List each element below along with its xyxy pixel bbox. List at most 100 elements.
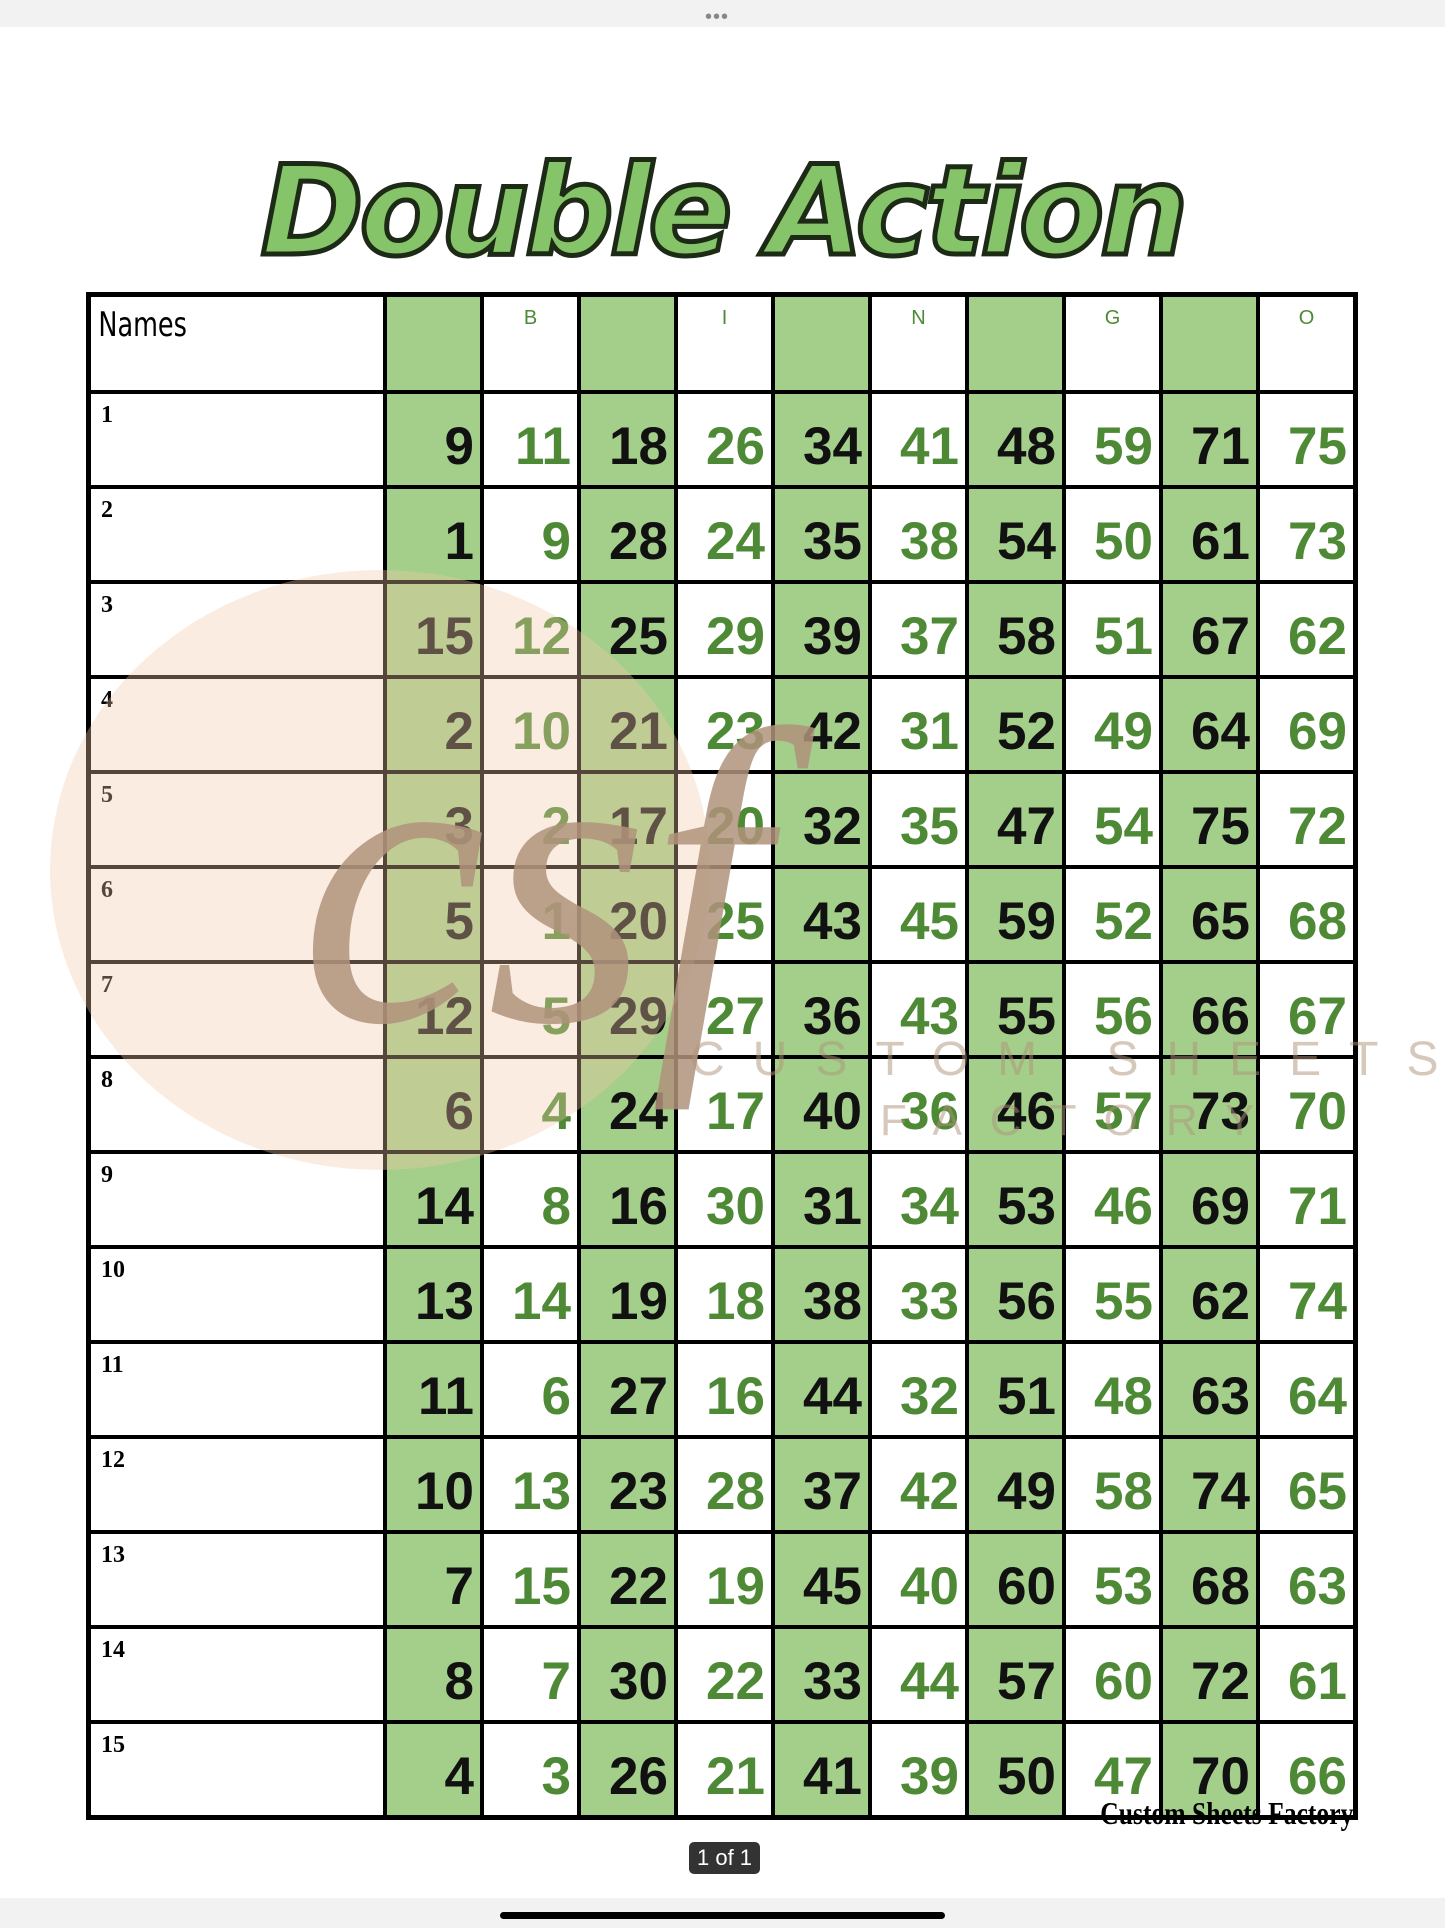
number-cell: 19 [577,1245,678,1344]
number-cell: 15 [383,580,484,679]
number-cell: 12 [383,960,484,1059]
number-cell: 14 [383,1150,484,1249]
number-cell: 4 [383,1720,484,1820]
number-cell: 61 [1159,485,1260,584]
number-cell: 7 [480,1625,581,1724]
home-indicator[interactable] [500,1912,945,1919]
number-cell: 27 [674,960,775,1059]
number-cell: 29 [674,580,775,679]
number-cell: 45 [771,1530,872,1629]
number-cell: 75 [1159,770,1260,869]
number-cell: 28 [674,1435,775,1534]
number-cell: 32 [868,1340,969,1439]
number-cell: 18 [674,1245,775,1344]
number-cell: 59 [965,865,1066,964]
column-letter: G [1062,292,1163,394]
number-cell: 21 [674,1720,775,1820]
row-label: 10 [86,1245,387,1344]
number-cell: 54 [965,485,1066,584]
column-letter: I [674,292,775,394]
row-label: 15 [86,1720,387,1820]
number-cell: 52 [1062,865,1163,964]
number-cell: 11 [383,1340,484,1439]
header-cell [383,292,484,394]
number-cell: 54 [1062,770,1163,869]
number-cell: 20 [674,770,775,869]
number-cell: 63 [1256,1530,1358,1629]
row: 9 14 8 16 30 31 34 53 46 69 71 [86,1150,1358,1249]
number-cell: 64 [1159,675,1260,774]
number-cell: 69 [1256,675,1358,774]
row-label: 5 [86,770,387,869]
number-cell: 63 [1159,1340,1260,1439]
row: 10 13 14 19 18 38 33 56 55 62 74 [86,1245,1358,1344]
number-cell: 67 [1256,960,1358,1059]
number-cell: 26 [674,390,775,489]
number-cell: 25 [577,580,678,679]
number-cell: 13 [480,1435,581,1534]
number-cell: 39 [771,580,872,679]
number-cell: 51 [965,1340,1066,1439]
number-cell: 73 [1159,1055,1260,1154]
number-cell: 40 [771,1055,872,1154]
number-cell: 16 [577,1150,678,1249]
number-cell: 35 [868,770,969,869]
number-cell: 56 [1062,960,1163,1059]
number-cell: 13 [383,1245,484,1344]
number-cell: 50 [965,1720,1066,1820]
number-cell: 66 [1159,960,1260,1059]
number-cell: 10 [383,1435,484,1534]
row: 6 5 1 20 25 43 45 59 52 65 68 [86,865,1358,964]
number-cell: 15 [480,1530,581,1629]
number-cell: 60 [965,1530,1066,1629]
number-cell: 47 [1062,1720,1163,1820]
row-label: 1 [86,390,387,489]
number-cell: 20 [577,865,678,964]
number-cell: 56 [965,1245,1066,1344]
number-cell: 14 [480,1245,581,1344]
number-cell: 41 [868,390,969,489]
number-cell: 8 [480,1150,581,1249]
number-cell: 59 [1062,390,1163,489]
number-cell: 3 [480,1720,581,1820]
number-cell: 69 [1159,1150,1260,1249]
number-cell: 22 [674,1625,775,1724]
row-label: 9 [86,1150,387,1249]
number-cell: 70 [1159,1720,1260,1820]
row: 12 10 13 23 28 37 42 49 58 74 65 [86,1435,1358,1534]
number-cell: 68 [1159,1530,1260,1629]
number-cell: 38 [771,1245,872,1344]
number-cell: 46 [965,1055,1066,1154]
number-cell: 48 [965,390,1066,489]
row: 8 6 4 24 17 40 36 46 57 73 70 [86,1055,1358,1154]
header-cell [965,292,1066,394]
row-label: 14 [86,1625,387,1724]
number-cell: 3 [383,770,484,869]
number-cell: 61 [1256,1625,1358,1724]
number-cell: 64 [1256,1340,1358,1439]
number-cell: 57 [1062,1055,1163,1154]
row: 2 1 9 28 24 35 38 54 50 61 73 [86,485,1358,584]
number-cell: 18 [577,390,678,489]
number-cell: 25 [674,865,775,964]
number-cell: 44 [771,1340,872,1439]
header-cell [771,292,872,394]
number-cell: 40 [868,1530,969,1629]
number-cell: 72 [1159,1625,1260,1724]
row: 7 12 5 29 27 36 43 55 56 66 67 [86,960,1358,1059]
row-label: 8 [86,1055,387,1154]
row: 13 7 15 22 19 45 40 60 53 68 63 [86,1530,1358,1629]
number-cell: 68 [1256,865,1358,964]
number-cell: 24 [577,1055,678,1154]
row-label: 7 [86,960,387,1059]
number-cell: 58 [1062,1435,1163,1534]
number-cell: 28 [577,485,678,584]
column-letter: N [868,292,969,394]
number-cell: 74 [1256,1245,1358,1344]
number-cell: 30 [674,1150,775,1249]
number-cell: 50 [1062,485,1163,584]
number-cell: 66 [1256,1720,1358,1820]
number-cell: 35 [771,485,872,584]
menu-dots[interactable]: ••• [705,6,730,28]
number-cell: 53 [965,1150,1066,1249]
